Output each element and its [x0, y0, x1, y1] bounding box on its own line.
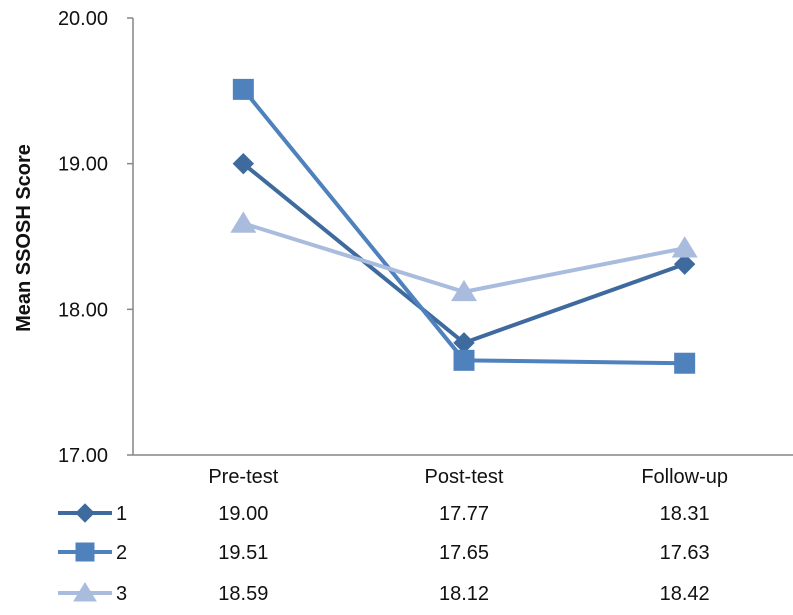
legend-label: 3 [116, 583, 127, 605]
table-cell: 18.31 [660, 503, 710, 525]
data-point-diamond [232, 152, 255, 175]
table-cell: 18.42 [660, 583, 710, 605]
legend-label: 2 [116, 542, 127, 564]
x-tick-labels: Pre-test Post-test Follow-up [208, 466, 728, 488]
y-tick-label: 17.00 [58, 445, 108, 467]
table-row: 2 19.51 17.65 17.63 [58, 542, 710, 564]
table-cell: 19.00 [218, 503, 268, 525]
table-cell: 17.77 [439, 503, 489, 525]
y-tick-label: 19.00 [58, 154, 108, 176]
legend-marker-diamond [75, 503, 95, 523]
y-tick-labels: 17.00 18.00 19.00 20.00 [58, 8, 108, 467]
legend-marker-triangle [73, 582, 97, 602]
table-cell: 17.63 [660, 542, 710, 564]
series-line [241, 88, 685, 366]
data-point-square [674, 352, 696, 374]
data-table: 1 19.00 17.77 18.31 2 19.51 17.65 17.63 3 18.59 18… [58, 503, 710, 605]
table-cell: 19.51 [218, 542, 268, 564]
table-row: 3 18.59 18.12 18.42 [58, 582, 710, 605]
x-tick-label: Pre-test [208, 466, 278, 488]
series-line [242, 162, 686, 345]
y-tick-label: 18.00 [58, 299, 108, 321]
data-point-diamond [673, 253, 696, 275]
series-3 [230, 211, 698, 302]
table-row: 1 19.00 17.77 18.31 [58, 503, 710, 525]
x-tick-label: Follow-up [641, 466, 728, 488]
table-cell: 18.12 [439, 583, 489, 605]
legend-label: 1 [116, 503, 127, 525]
data-point-square [453, 349, 475, 371]
data-point-triangle [230, 211, 257, 233]
series-1 [232, 152, 696, 354]
table-cell: 18.59 [218, 583, 268, 605]
y-tick-label: 20.00 [58, 8, 108, 30]
axes [127, 17, 793, 456]
data-point-triangle [671, 236, 698, 258]
data-point-triangle [451, 279, 477, 302]
x-tick-label: Post-test [425, 466, 504, 488]
y-axis-title: Mean SSOSH Score [13, 144, 35, 332]
table-cell: 17.65 [439, 542, 489, 564]
data-point-square [232, 78, 254, 100]
series-2 [232, 78, 696, 374]
legend-marker-square [75, 542, 95, 562]
series-layer [230, 78, 698, 374]
